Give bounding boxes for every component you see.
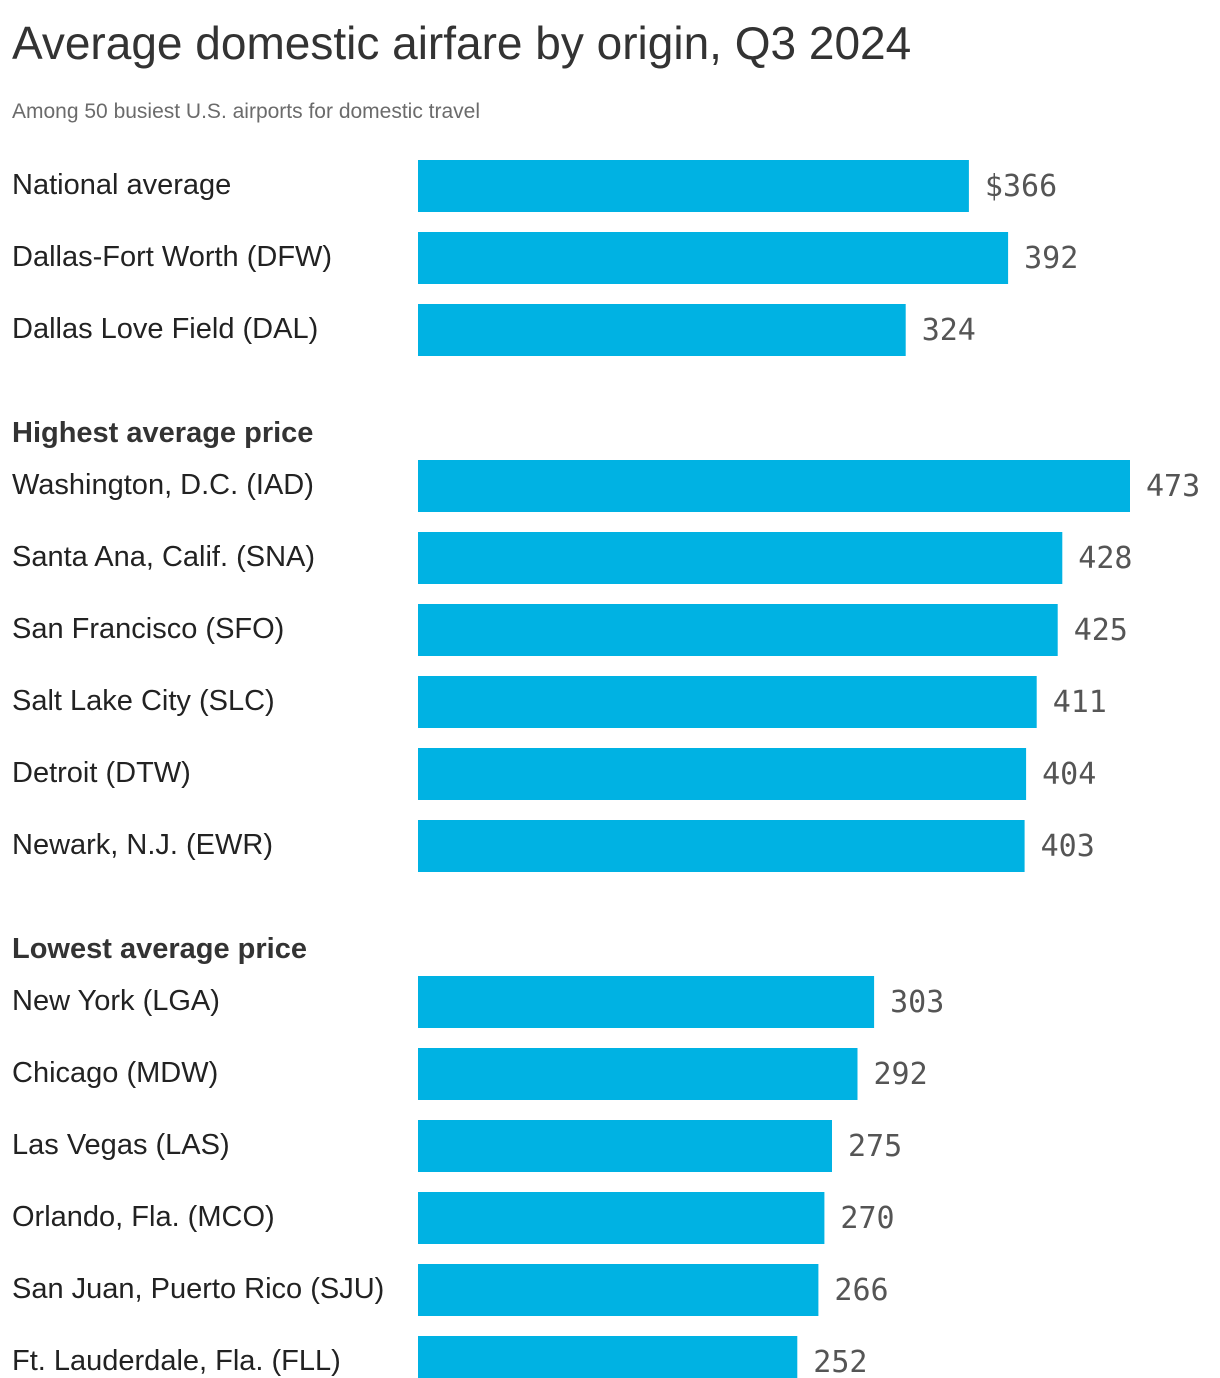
bar (418, 1048, 858, 1100)
data-label: 411 (1053, 685, 1107, 720)
data-label: 303 (890, 985, 944, 1020)
bar (418, 160, 969, 212)
section-heading: Lowest average price (12, 933, 307, 965)
category-label: Washington, D.C. (IAD) (12, 469, 314, 501)
category-label: San Francisco (SFO) (12, 613, 284, 645)
chart-subtitle: Among 50 busiest U.S. airports for domes… (12, 100, 481, 123)
data-label: 428 (1078, 541, 1132, 576)
bar (418, 820, 1025, 872)
category-label: Salt Lake City (SLC) (12, 685, 275, 717)
data-label: 403 (1041, 829, 1095, 864)
category-label: Dallas Love Field (DAL) (12, 313, 318, 345)
data-label: $366 (985, 169, 1057, 204)
category-label: Orlando, Fla. (MCO) (12, 1201, 275, 1233)
data-label: 404 (1042, 757, 1096, 792)
data-label: 252 (813, 1345, 867, 1378)
data-label: 392 (1024, 241, 1078, 276)
section-heading: Highest average price (12, 417, 313, 449)
data-label: 425 (1074, 613, 1128, 648)
bar (418, 304, 906, 356)
data-label: 266 (834, 1273, 888, 1308)
category-label: Chicago (MDW) (12, 1057, 218, 1089)
data-label: 270 (840, 1201, 894, 1236)
category-label: San Juan, Puerto Rico (SJU) (12, 1273, 384, 1305)
category-label: National average (12, 169, 231, 201)
category-label: Las Vegas (LAS) (12, 1129, 230, 1161)
bar (418, 532, 1063, 584)
bar (418, 676, 1037, 728)
bar (418, 748, 1027, 800)
category-label: Santa Ana, Calif. (SNA) (12, 541, 315, 573)
bar (418, 460, 1130, 512)
bar (418, 604, 1058, 656)
bar (418, 976, 875, 1028)
category-label: Newark, N.J. (EWR) (12, 829, 273, 861)
bar (418, 232, 1009, 284)
chart-title: Average domestic airfare by origin, Q3 2… (12, 17, 912, 69)
bar (418, 1264, 819, 1316)
data-label: 473 (1146, 469, 1200, 504)
bar (418, 1336, 798, 1378)
data-label: 275 (848, 1129, 902, 1164)
category-label: Ft. Lauderdale, Fla. (FLL) (12, 1345, 341, 1377)
category-label: Dallas-Fort Worth (DFW) (12, 241, 332, 273)
bar (418, 1120, 832, 1172)
data-label: 324 (922, 313, 976, 348)
bar (418, 1192, 825, 1244)
category-label: New York (LGA) (12, 985, 220, 1017)
category-label: Detroit (DTW) (12, 757, 191, 789)
data-label: 292 (874, 1057, 928, 1092)
